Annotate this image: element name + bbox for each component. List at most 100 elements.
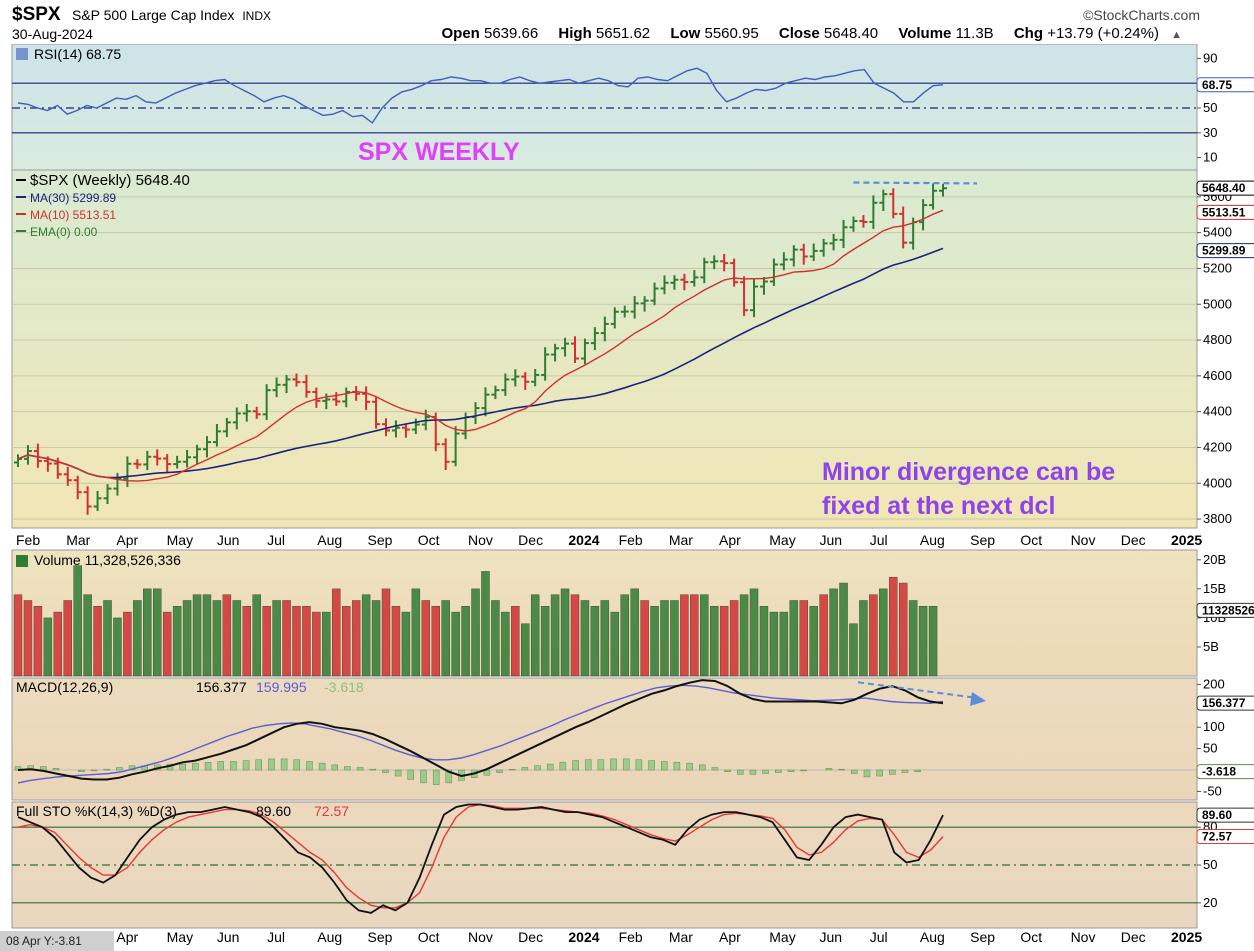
volume-axis-tick-label-0: 20B bbox=[1203, 552, 1226, 567]
price-bar-5 bbox=[63, 466, 72, 486]
price-bar-83 bbox=[839, 219, 848, 249]
price-bar-52 bbox=[531, 369, 540, 387]
high-value: 5651.62 bbox=[595, 25, 651, 42]
x-axis-label-13: Mar bbox=[669, 532, 693, 548]
x-axis-label-bottom-7: Sep bbox=[368, 929, 393, 945]
price-legend-3: EMA(0) 0.00 bbox=[30, 225, 98, 239]
macd-histogram-bar-34 bbox=[445, 769, 453, 784]
price-bar-76 bbox=[769, 258, 778, 286]
macd-histogram-bar-17 bbox=[230, 761, 237, 771]
price-bar-88 bbox=[889, 188, 898, 219]
volume-bar-52 bbox=[530, 594, 540, 677]
volume-bar-58 bbox=[590, 606, 600, 677]
macd-histogram-bar-13 bbox=[179, 763, 186, 771]
price-bar-16 bbox=[173, 455, 182, 469]
volume-bar-89 bbox=[898, 582, 908, 677]
volume-bar-55 bbox=[560, 588, 570, 677]
volume-axis-tick-label-3: 5B bbox=[1203, 639, 1219, 654]
price-bar-66 bbox=[670, 275, 679, 290]
volume-bar-41 bbox=[421, 600, 431, 677]
price-value-box-1: 5513.51 bbox=[1196, 204, 1254, 220]
price-bar-19 bbox=[202, 436, 211, 458]
x-axis-label-bottom-9: Nov bbox=[468, 929, 493, 945]
volume-axis-tick-label-1: 15B bbox=[1203, 581, 1226, 596]
macd-histogram-bar-49 bbox=[635, 759, 643, 771]
price-axis-tick-label-7: 4200 bbox=[1203, 439, 1232, 454]
price-bar-7 bbox=[83, 486, 92, 515]
volume-bar-59 bbox=[600, 600, 610, 677]
price-bar-77 bbox=[779, 252, 788, 271]
price-bar-38 bbox=[391, 420, 400, 438]
volume-bar-75 bbox=[759, 606, 769, 677]
volume-bar-71 bbox=[719, 606, 729, 677]
x-axis-label-0: Feb bbox=[16, 532, 40, 548]
macd-histogram-bar-52 bbox=[673, 762, 681, 771]
volume-value: 11.3B bbox=[955, 25, 994, 42]
rsi-axis-tick-label-0: 90 bbox=[1203, 50, 1217, 65]
price-bar-36 bbox=[372, 397, 381, 429]
volume-bar-77 bbox=[779, 611, 789, 677]
macd-panel bbox=[11, 677, 1198, 801]
macd-histogram-bar-27 bbox=[356, 767, 364, 771]
macd-histogram-bar-26 bbox=[344, 766, 351, 771]
price-bar-92 bbox=[929, 183, 938, 210]
stochastic-k-line bbox=[17, 803, 944, 914]
volume-bar-10 bbox=[113, 617, 122, 677]
volume-bars bbox=[13, 565, 938, 677]
price-bar-39 bbox=[401, 423, 410, 438]
volume-bar-1 bbox=[23, 600, 33, 677]
price-bar-23 bbox=[242, 403, 251, 422]
crosshair-readout: 08 Apr Y:-3.81 bbox=[0, 931, 114, 951]
price-bar-74 bbox=[750, 279, 759, 318]
volume-bar-2 bbox=[33, 606, 43, 677]
macd-histogram-bar-54 bbox=[698, 764, 706, 771]
macd-histogram-bar-50 bbox=[648, 760, 655, 771]
price-value-box-2-text: 5299.89 bbox=[1202, 244, 1246, 258]
stochastic-k-value-box-text: 89.60 bbox=[1202, 808, 1232, 822]
macd-histogram-bar-40 bbox=[521, 767, 529, 771]
volume-bar-70 bbox=[709, 606, 719, 677]
price-bar-68 bbox=[690, 270, 699, 287]
rsi-line bbox=[17, 67, 944, 124]
volume-bar-20 bbox=[212, 600, 222, 677]
price-bar-13 bbox=[143, 450, 152, 471]
close-value: 5648.40 bbox=[823, 25, 879, 42]
macd-histogram-bar-25 bbox=[331, 764, 339, 771]
x-axis-label-21: Nov bbox=[1071, 532, 1096, 548]
price-bar-69 bbox=[700, 257, 709, 284]
price-bar-24 bbox=[252, 406, 261, 419]
macd-value-box-text: 156.377 bbox=[1202, 696, 1246, 710]
volume-value-box: 11328526336 bbox=[1196, 602, 1254, 618]
price-bar-14 bbox=[153, 449, 162, 466]
price-bar-73 bbox=[740, 276, 749, 316]
volume-bar-62 bbox=[630, 588, 639, 677]
macd-histogram-bar-45 bbox=[584, 759, 592, 771]
high-label: High bbox=[558, 25, 592, 42]
x-axis-label-bottom-18: Aug bbox=[920, 929, 945, 945]
macd-histogram-bar-71 bbox=[914, 769, 921, 772]
note-annotation-line2: fixed at the next dcl bbox=[822, 492, 1055, 520]
price-bar-48 bbox=[491, 385, 500, 400]
price-bar-89 bbox=[899, 206, 908, 249]
price-bar-29 bbox=[302, 374, 311, 398]
rsi-axis-tick-label-4: 10 bbox=[1203, 150, 1217, 165]
volume-bar-50 bbox=[511, 606, 520, 677]
x-axis-label-15: May bbox=[769, 532, 795, 548]
macd-histogram-bar-61 bbox=[787, 769, 795, 772]
macd-histogram-bar-47 bbox=[610, 758, 617, 771]
stochastic-axis-tick-label-2: 20 bbox=[1203, 895, 1217, 910]
volume-bar-13 bbox=[143, 588, 152, 677]
macd-histogram-bar-20 bbox=[268, 758, 275, 771]
stochastic-legend-d: 72.57 bbox=[314, 803, 349, 819]
volume-legend: Volume 11,328,526,336 bbox=[34, 552, 181, 568]
volume-bar-38 bbox=[391, 606, 401, 677]
x-axis-label-8: Oct bbox=[418, 532, 440, 548]
volume-bar-7 bbox=[83, 594, 92, 677]
price-value-box-0-box bbox=[1196, 180, 1254, 196]
open-value: 5639.66 bbox=[484, 25, 539, 42]
price-bar-81 bbox=[819, 238, 828, 257]
macd-histogram-bar-67 bbox=[863, 769, 871, 778]
x-axis-label-bottom-5: Jul bbox=[267, 929, 285, 945]
price-bar-49 bbox=[501, 373, 510, 396]
chg-up-icon: ▲ bbox=[1171, 29, 1182, 41]
